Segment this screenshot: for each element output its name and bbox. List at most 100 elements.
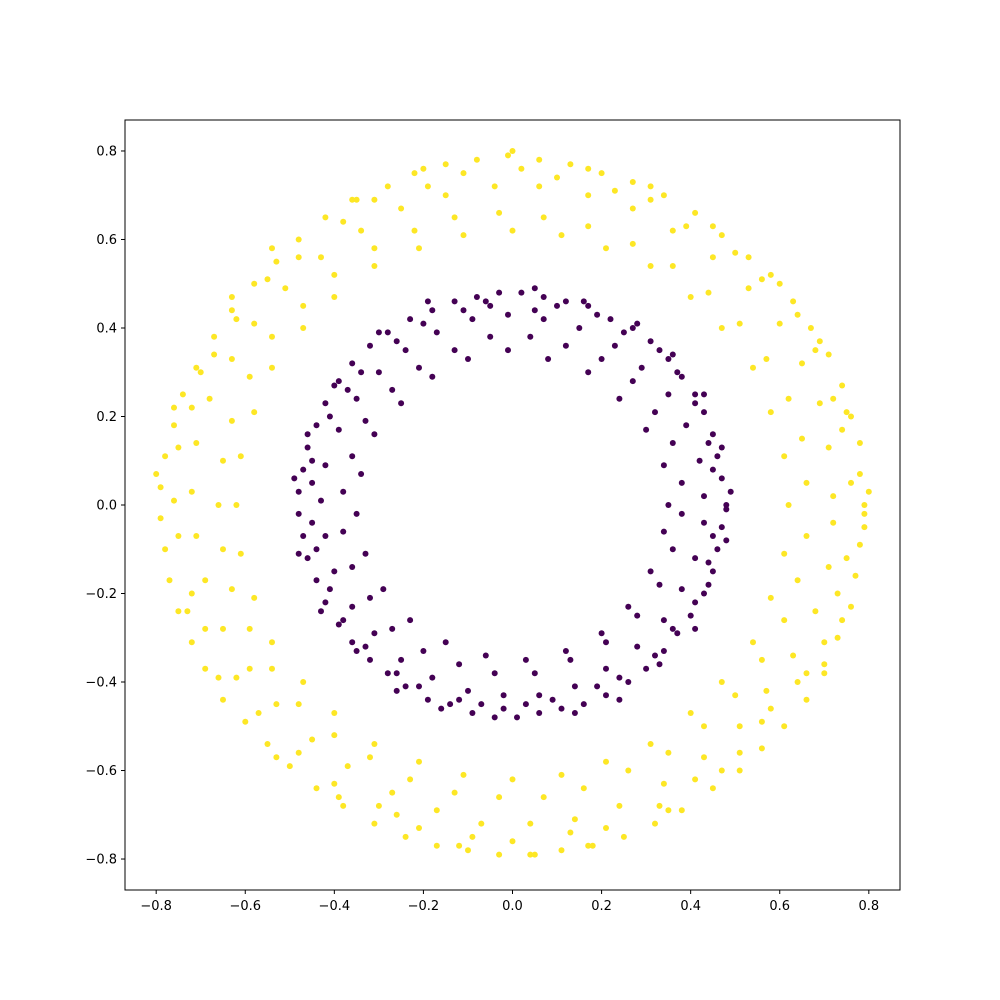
scatter-point <box>206 395 213 402</box>
scatter-point <box>162 546 169 553</box>
scatter-point <box>202 665 209 672</box>
scatter-point <box>246 373 253 380</box>
scatter-point <box>469 316 476 323</box>
scatter-point <box>531 670 538 677</box>
scatter-point <box>193 364 200 371</box>
scatter-point <box>861 502 868 508</box>
scatter-point <box>536 710 543 716</box>
scatter-point <box>375 369 382 376</box>
points-layer <box>153 148 872 858</box>
scatter-point <box>603 639 609 646</box>
scatter-point <box>781 550 788 557</box>
scatter-point <box>834 590 841 597</box>
scatter-point <box>340 617 347 624</box>
scatter-point <box>674 630 681 637</box>
scatter-point <box>585 302 592 309</box>
scatter-point <box>473 156 480 163</box>
scatter-point <box>233 502 240 508</box>
scatter-point <box>625 603 632 610</box>
scatter-point <box>300 679 307 685</box>
scatter-point <box>246 625 253 632</box>
scatter-point <box>843 555 850 562</box>
scatter-point <box>856 471 863 477</box>
scatter-point <box>611 342 618 349</box>
scatter-point <box>701 409 707 416</box>
scatter-point <box>692 400 699 407</box>
scatter-point <box>745 285 752 292</box>
scatter-point <box>514 714 520 721</box>
scatter-point <box>300 302 307 309</box>
scatter-point <box>576 325 583 331</box>
scatter-point <box>433 329 440 336</box>
scatter-point <box>331 271 338 278</box>
scatter-point <box>603 665 609 672</box>
scatter-point <box>562 298 569 305</box>
scatter-point <box>678 479 685 486</box>
scatter-point <box>807 325 814 331</box>
scatter-point <box>705 289 712 296</box>
scatter-point <box>616 696 623 703</box>
scatter-point <box>638 364 645 371</box>
scatter-point <box>785 502 792 508</box>
scatter-point <box>758 656 765 663</box>
scatter-point <box>349 564 356 570</box>
scatter-point <box>380 586 387 593</box>
scatter-point <box>340 802 347 809</box>
scatter-point <box>331 294 338 300</box>
scatter-point <box>709 568 716 575</box>
scatter-point <box>683 422 690 429</box>
scatter-point <box>228 586 235 593</box>
scatter-point <box>389 625 396 632</box>
x-tick-label: 0.4 <box>680 899 701 914</box>
scatter-point <box>861 524 868 531</box>
scatter-point <box>839 382 846 389</box>
y-tick-label: 0.4 <box>96 321 117 336</box>
scatter-point <box>237 453 244 460</box>
scatter-point <box>665 502 672 508</box>
scatter-point <box>465 356 471 362</box>
scatter-point <box>424 183 431 190</box>
scatter-point <box>500 692 507 699</box>
scatter-point <box>304 444 311 451</box>
scatter-point <box>482 298 489 305</box>
scatter-point <box>678 510 685 517</box>
scatter-point <box>585 192 592 199</box>
scatter-point <box>536 156 543 163</box>
scatter-point <box>598 356 605 362</box>
scatter-point <box>531 851 538 858</box>
y-tick-label: 0.6 <box>96 233 117 248</box>
scatter-point <box>518 165 525 172</box>
scatter-point <box>758 276 765 283</box>
scatter-point <box>228 417 235 424</box>
scatter-point <box>157 484 164 491</box>
scatter-point <box>660 192 667 199</box>
scatter-point <box>367 754 373 761</box>
scatter-point <box>709 466 716 473</box>
scatter-point <box>424 298 431 305</box>
scatter-point <box>701 391 707 398</box>
scatter-point <box>367 342 373 349</box>
scatter-point <box>188 404 195 411</box>
scatter-point <box>384 329 391 336</box>
scatter-point <box>505 311 511 318</box>
scatter-point <box>616 395 623 402</box>
scatter-point <box>709 254 716 261</box>
scatter-point <box>852 572 859 579</box>
scatter-point <box>714 453 721 460</box>
scatter-point <box>848 413 854 420</box>
scatter-point <box>763 687 770 694</box>
scatter-point <box>340 488 347 495</box>
scatter-point <box>313 577 320 584</box>
y-tick-label: −0.4 <box>85 676 117 691</box>
scatter-point <box>767 271 774 278</box>
scatter-point <box>433 807 440 814</box>
scatter-point <box>634 612 641 619</box>
scatter-point <box>799 435 805 442</box>
scatter-point <box>669 625 676 632</box>
scatter-point <box>540 794 547 801</box>
scatter-point <box>451 347 458 354</box>
scatter-point <box>723 537 730 544</box>
scatter-point <box>220 625 226 632</box>
scatter-point <box>669 351 676 358</box>
